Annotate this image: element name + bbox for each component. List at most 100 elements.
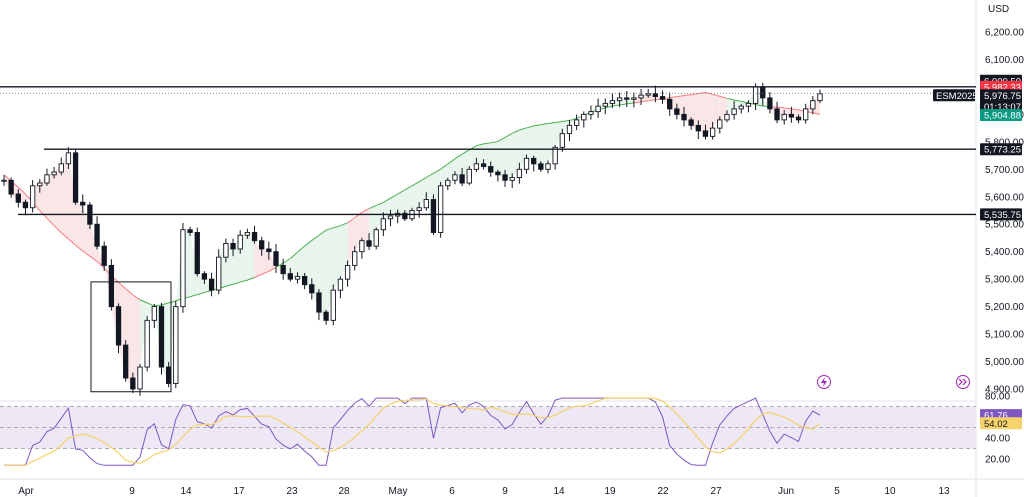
supertrend-line-segment — [318, 229, 327, 236]
candle-bull — [337, 278, 344, 291]
candle-bear — [123, 344, 129, 379]
time-axis-tick-label: 19 — [604, 486, 616, 497]
candle-bear — [8, 179, 14, 195]
candle-bear — [208, 278, 215, 291]
supertrend-line-segment — [418, 177, 427, 183]
candle-bull — [516, 168, 523, 178]
price-axis-tick-label: 5,200.00 — [985, 302, 1024, 313]
time-axis-tick-label: 27 — [710, 486, 722, 497]
supertrend-line-segment — [705, 92, 713, 95]
supertrend-line-segment — [519, 127, 527, 131]
candle-bull — [724, 113, 730, 121]
supertrend-line-segment — [569, 117, 577, 121]
candle-bear — [788, 113, 795, 118]
candle-bear — [280, 264, 286, 275]
rsi-value-tag: 61.76 — [984, 411, 1008, 422]
time-axis-tick-label: 14 — [180, 486, 192, 497]
candle-bear — [273, 251, 279, 266]
supertrend-line-segment — [146, 302, 155, 307]
supertrend-line-segment — [533, 124, 541, 127]
symbol-tag-bg — [933, 89, 975, 102]
supertrend-line-segment — [282, 258, 291, 264]
supertrend-fill-segment — [412, 181, 420, 211]
candle-bull — [731, 108, 737, 115]
supertrend-line-segment — [325, 227, 334, 231]
supertrend-fill-segment — [361, 208, 370, 247]
candle-bull — [466, 168, 472, 184]
candle-bull — [359, 240, 365, 253]
candle-bear — [767, 97, 773, 110]
supertrend-line-segment — [154, 304, 162, 307]
supertrend-fill-segment — [68, 152, 76, 246]
supertrend-line-segment — [497, 136, 506, 142]
candle-bull — [344, 264, 351, 280]
supertrend-line-segment — [340, 222, 348, 227]
price-tag-5535-bg — [980, 208, 1022, 221]
forward-icon-circle — [956, 375, 970, 389]
supertrend-line-segment — [483, 142, 491, 145]
supertrend-line-segment — [254, 273, 262, 278]
supertrend-fill-segment — [397, 189, 405, 219]
supertrend-line-segment — [812, 112, 821, 115]
time-axis-tick-label: 28 — [338, 486, 350, 497]
candle-bear — [201, 273, 208, 280]
supertrend-line-segment — [60, 232, 69, 240]
candle-bull — [452, 174, 458, 181]
candle-bear — [760, 86, 766, 99]
candle-bull — [37, 182, 43, 187]
candle-bull — [745, 102, 752, 107]
lightning-icon[interactable] — [817, 375, 831, 389]
candle-bear — [323, 311, 329, 321]
supertrend-fill-segment — [512, 129, 520, 178]
supertrend-line-segment — [139, 299, 148, 304]
candle-bear — [266, 248, 272, 253]
supertrend-fill-segment — [548, 122, 556, 164]
supertrend-line-segment — [75, 244, 84, 252]
supertrend-line-segment — [89, 255, 98, 262]
supertrend-fill-segment — [390, 194, 398, 216]
candle-bull — [803, 108, 809, 121]
currency-label[interactable]: USD — [988, 4, 1009, 15]
price-tag-red: 5,982.33 — [984, 82, 1021, 93]
time-axis-tick-label: May — [389, 486, 408, 497]
candle-bull — [559, 133, 565, 148]
price-tag-green: 5,904.88 — [984, 111, 1021, 122]
candle-bull — [588, 111, 594, 115]
candle-bear — [674, 108, 680, 115]
rsi-axis-tick-label: 80.00 — [985, 392, 1010, 403]
forward-icon[interactable] — [956, 375, 970, 389]
candle-bull — [416, 207, 422, 211]
time-axis-tick-label: 9 — [129, 486, 135, 497]
time-axis-tick-label: Jun — [778, 486, 794, 497]
candle-bull — [223, 243, 229, 258]
candle-bear — [695, 124, 701, 132]
candle-bull — [387, 215, 394, 220]
supertrend-line-segment — [161, 302, 169, 306]
candle-bull — [523, 157, 530, 170]
price-axis-tick-label: 5,400.00 — [985, 247, 1024, 258]
last-price-tag: 5,976.75 — [984, 91, 1021, 102]
candle-bull — [330, 289, 336, 321]
supertrend-line-segment — [68, 238, 76, 246]
candle-bull — [581, 113, 587, 121]
supertrend-line-segment — [504, 132, 513, 138]
rsi-ma-tag-bg — [980, 417, 1022, 430]
candle-bear — [158, 306, 165, 368]
time-axis-tick-label: 13 — [938, 486, 950, 497]
lightning-icon-glyph — [821, 377, 827, 387]
candle-bull — [638, 94, 644, 99]
candle-bull — [373, 229, 379, 247]
supertrend-fill-segment — [132, 294, 140, 389]
candle-bear — [130, 377, 136, 390]
supertrend-line-segment — [648, 99, 656, 102]
rsi-line — [4, 397, 821, 466]
supertrend-fill-segment — [705, 92, 713, 137]
supertrend-line-segment — [726, 97, 735, 101]
supertrend-line-segment — [626, 102, 634, 105]
candle-bull — [58, 163, 64, 173]
supertrend-line-segment — [691, 93, 699, 96]
supertrend-line-segment — [118, 282, 127, 290]
candle-bull — [44, 174, 50, 184]
